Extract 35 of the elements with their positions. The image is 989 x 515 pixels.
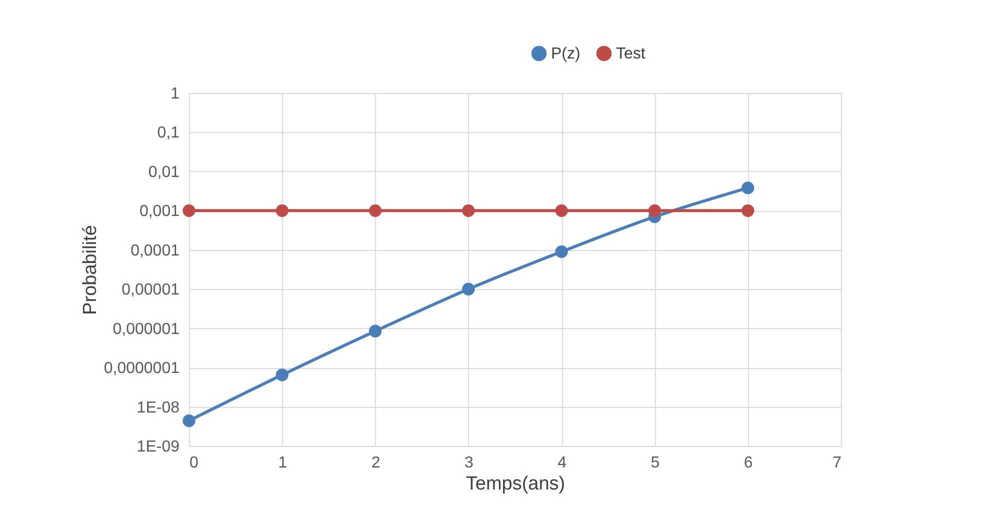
x-tick-label: 6 (744, 454, 753, 472)
x-tick-label: 2 (371, 454, 380, 472)
x-tick-label: 4 (558, 454, 567, 472)
y-axis-title: Probabilité (80, 225, 101, 315)
point (555, 204, 568, 217)
y-tick-label: 1E-09 (136, 438, 180, 456)
x-tick-label: 0 (190, 454, 198, 472)
y-tick-label: 0,1 (157, 124, 180, 142)
y-tick-label: 0,001 (139, 203, 180, 220)
point (276, 204, 288, 217)
y-tick-label: 1 (170, 86, 180, 102)
y-tick-label: 0,01 (148, 164, 180, 181)
x-tick-label: 7 (832, 454, 842, 472)
point (368, 324, 382, 338)
point (648, 204, 662, 217)
point (182, 204, 196, 217)
y-tick-label: 0,000001 (112, 320, 180, 338)
x-tick-label: 5 (650, 454, 660, 472)
y-tick-label: 0,0000001 (104, 360, 180, 378)
x-tick-label: 3 (464, 454, 474, 472)
y-tick-label: 1E-08 (136, 399, 180, 416)
y-tick-label: 0,00001 (122, 282, 180, 299)
point (742, 182, 754, 194)
point (462, 204, 475, 217)
point (368, 204, 382, 217)
point (555, 245, 568, 258)
point (276, 368, 288, 382)
x-tick-label: 1 (278, 454, 288, 472)
point (462, 282, 475, 296)
point (182, 414, 196, 428)
x-axis-title: Temps(ans) (466, 474, 566, 494)
legend-label: Test (616, 45, 646, 62)
legend-label: P(z) (551, 45, 580, 62)
point (742, 204, 754, 217)
y-tick-label: 0,0001 (130, 242, 180, 260)
